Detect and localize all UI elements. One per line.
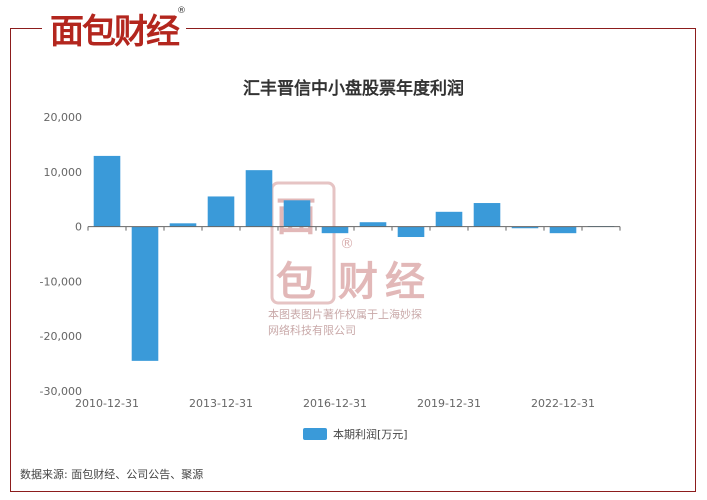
- y-tick-label: -10,000: [40, 275, 82, 288]
- y-tick-label: 10,000: [44, 166, 83, 179]
- watermark-line-1: 本图表图片著作权属于上海妙探: [268, 307, 422, 321]
- data-source: 数据来源: 面包财经、公司公告、聚源: [20, 468, 204, 481]
- legend-label: 本期利润[万元]: [333, 427, 408, 441]
- bar: [511, 226, 539, 229]
- x-axis: 2010-12-31 2013-12-31 2016-12-31 2019-12-31…: [75, 226, 621, 410]
- watermark: 面 包 财 经 ® 本图表图片著作权属于上海妙探 网络科技有限公司: [268, 181, 425, 337]
- x-tick-label: 2010-12-31: [75, 397, 139, 410]
- y-tick-label: 20,000: [44, 111, 83, 124]
- x-tick-label: 2022-12-31: [531, 397, 595, 410]
- x-tick-label: 2013-12-31: [189, 397, 253, 410]
- legend: 本期利润[万元]: [303, 427, 408, 441]
- logo-registered-mark: ®: [177, 6, 186, 16]
- bar-series: [93, 155, 615, 361]
- bar: [93, 155, 121, 227]
- chart-frame: [10, 28, 696, 492]
- watermark-reg-mark: ®: [340, 236, 354, 252]
- brand-logo: 面包财经 ®: [42, 6, 186, 52]
- bar: [435, 211, 463, 227]
- watermark-char-3: 财: [338, 259, 378, 305]
- logo-text: 面包财经: [50, 11, 180, 52]
- bar: [549, 226, 577, 234]
- y-tick-label: 0: [75, 221, 82, 234]
- bar: [207, 196, 235, 227]
- bar: [169, 223, 197, 227]
- x-tick-label: 2016-12-31: [303, 397, 367, 410]
- bar: [473, 203, 501, 227]
- watermark-logo-box: [270, 181, 336, 305]
- y-axis: 20,000 10,000 0 -10,000 -20,000 -30,000: [40, 111, 82, 398]
- x-tick-label: 2019-12-31: [417, 397, 481, 410]
- bar: [321, 226, 349, 234]
- watermark-char-4: 经: [385, 259, 425, 305]
- bar: [131, 226, 159, 361]
- watermark-char-2: 包: [276, 259, 316, 305]
- legend-swatch: [303, 428, 327, 440]
- bar: [283, 200, 311, 227]
- bar: [359, 222, 387, 227]
- watermark-line-2: 网络科技有限公司: [268, 323, 356, 337]
- y-tick-label: -20,000: [40, 330, 82, 343]
- chart-title: 汇丰晋信中小盘股票年度利润: [243, 79, 464, 99]
- bar: [397, 226, 425, 238]
- bar: [245, 170, 273, 227]
- y-tick-label: -30,000: [40, 385, 82, 398]
